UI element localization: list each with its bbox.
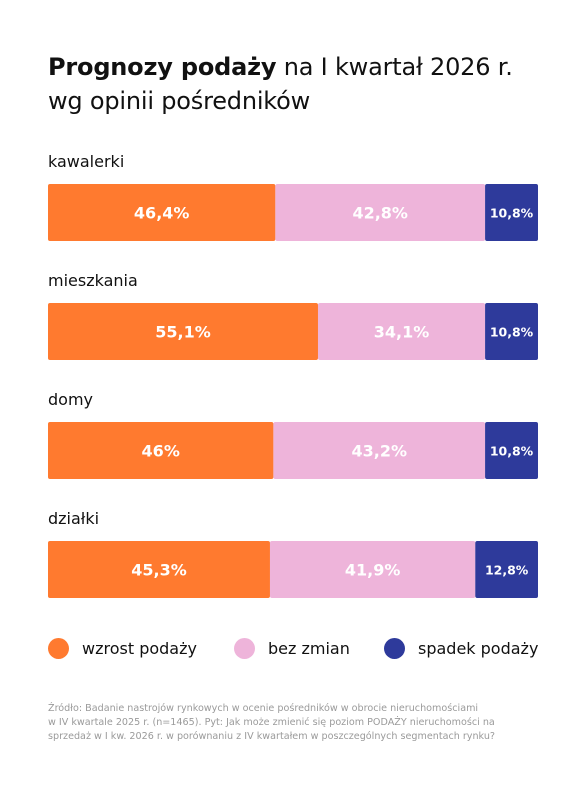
data-label-mieszkania-bez-zmian: 34,1% — [374, 323, 430, 342]
chart-title-bold: Prognozy podaży — [48, 53, 277, 81]
data-label-działki-wzrost-podaży: 45,3% — [131, 561, 187, 580]
chart-title: Prognozy podaży na I kwartał 2026 r. wg … — [48, 50, 548, 118]
legend-label-spadek: spadek podaży — [418, 638, 539, 658]
data-label-domy-spadek-podaży: 10,8% — [490, 444, 534, 459]
bar-mieszkania-wzrost-podaży — [48, 303, 318, 360]
chart-title-rest: na I kwartał 2026 r. — [276, 53, 513, 81]
data-label-działki-bez-zmian: 41,9% — [345, 561, 401, 580]
category-label-kawalerki: kawalerki — [48, 152, 124, 171]
bar-domy-wzrost-podaży — [48, 422, 274, 479]
data-label-działki-spadek-podaży: 12,8% — [485, 563, 529, 578]
legend-item-wzrost: wzrost podaży — [48, 634, 197, 662]
legend-label-bez-zmian: bez zmian — [268, 638, 350, 658]
category-label-mieszkania: mieszkania — [48, 271, 138, 290]
bar-kawalerki-bez-zmian — [275, 184, 486, 241]
legend-swatch-bez-zmian — [234, 637, 255, 659]
legend-item-bez-zmian: bez zmian — [234, 634, 350, 662]
legend-item-spadek: spadek podaży — [384, 634, 538, 662]
data-label-mieszkania-spadek-podaży: 10,8% — [490, 325, 534, 340]
data-label-kawalerki-wzrost-podaży: 46,4% — [134, 204, 190, 223]
chart-title-line2: wg opinii pośredników — [48, 87, 311, 115]
source-line-2: w IV kwartale 2025 r. (n=1465). Pyt: Jak… — [48, 717, 495, 728]
source-note: Źródło: Badanie nastrojów rynkowych w oc… — [48, 702, 548, 744]
category-label-działki: działki — [48, 509, 99, 528]
data-label-kawalerki-bez-zmian: 42,8% — [352, 204, 408, 223]
source-line-3: sprzedaż w I kw. 2026 r. w porównaniu z … — [48, 731, 495, 742]
data-label-domy-bez-zmian: 43,2% — [351, 442, 407, 461]
legend-swatch-spadek — [384, 637, 405, 659]
data-label-mieszkania-wzrost-podaży: 55,1% — [155, 323, 211, 342]
data-label-kawalerki-spadek-podaży: 10,8% — [490, 206, 534, 221]
bar-mieszkania-spadek-podaży — [485, 303, 538, 360]
bar-kawalerki-wzrost-podaży — [48, 184, 276, 241]
bar-domy-spadek-podaży — [485, 422, 538, 479]
legend-label-wzrost: wzrost podaży — [82, 638, 197, 658]
legend-swatch-wzrost — [48, 637, 69, 659]
source-line-1: Źródło: Badanie nastrojów rynkowych w oc… — [48, 703, 479, 714]
data-label-domy-wzrost-podaży: 46% — [142, 442, 180, 461]
stacked-bar-chart: kawalerki 46,4% 42,8% 10,8% mieszkania 55,1% 3… — [48, 152, 538, 598]
bar-mieszkania-bez-zmian — [317, 303, 486, 360]
category-label-domy: domy — [48, 390, 93, 409]
bar-działki-wzrost-podaży — [48, 541, 270, 598]
bar-domy-bez-zmian — [273, 422, 486, 479]
bar-kawalerki-spadek-podaży — [485, 184, 538, 241]
bar-działki-spadek-podaży — [475, 541, 538, 598]
bar-działki-bez-zmian — [269, 541, 476, 598]
legend: wzrost podaży bez zmian spadek podaży — [48, 634, 540, 662]
